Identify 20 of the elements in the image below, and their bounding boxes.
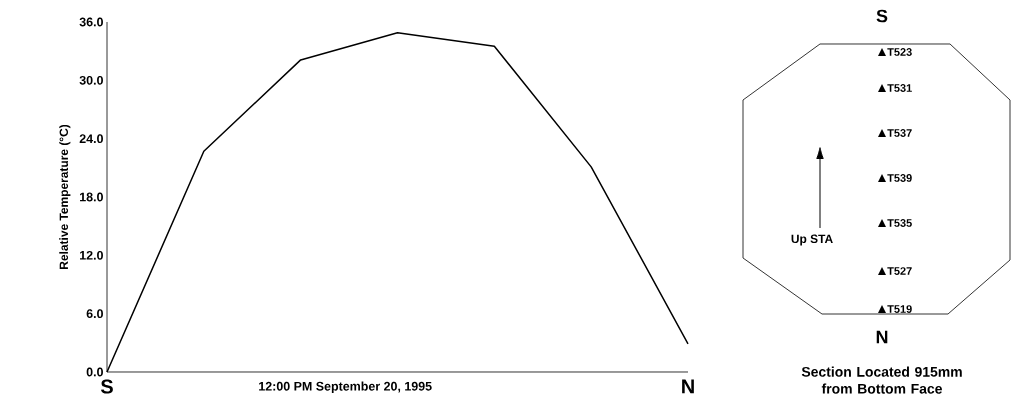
text: Up STA	[791, 234, 833, 246]
y-tick-label: 6.0	[86, 309, 103, 319]
text: T519	[887, 305, 912, 313]
text: T531	[887, 84, 912, 92]
y-tick-label: 24.0	[79, 134, 103, 144]
y-tick-label: 30.0	[79, 75, 103, 85]
text: T537	[887, 129, 912, 137]
text: T535	[887, 219, 912, 227]
x-axis-title: 12:00 PM September 20, 1995	[259, 381, 432, 394]
text: T523	[887, 48, 912, 56]
y-tick-label: 0.0	[86, 367, 103, 377]
text: T539	[887, 174, 912, 182]
text: Section Located 915mm from Bottom Face	[801, 366, 962, 394]
text: N	[876, 330, 888, 344]
y-axis-title: Relative Temperature (°C)	[59, 124, 71, 269]
y-tick-label: 12.0	[80, 250, 103, 260]
text: S	[876, 9, 888, 23]
y-tick-label: 36.0	[79, 17, 103, 27]
y-tick-label: 18.0	[80, 192, 103, 202]
text: T527	[887, 267, 912, 275]
